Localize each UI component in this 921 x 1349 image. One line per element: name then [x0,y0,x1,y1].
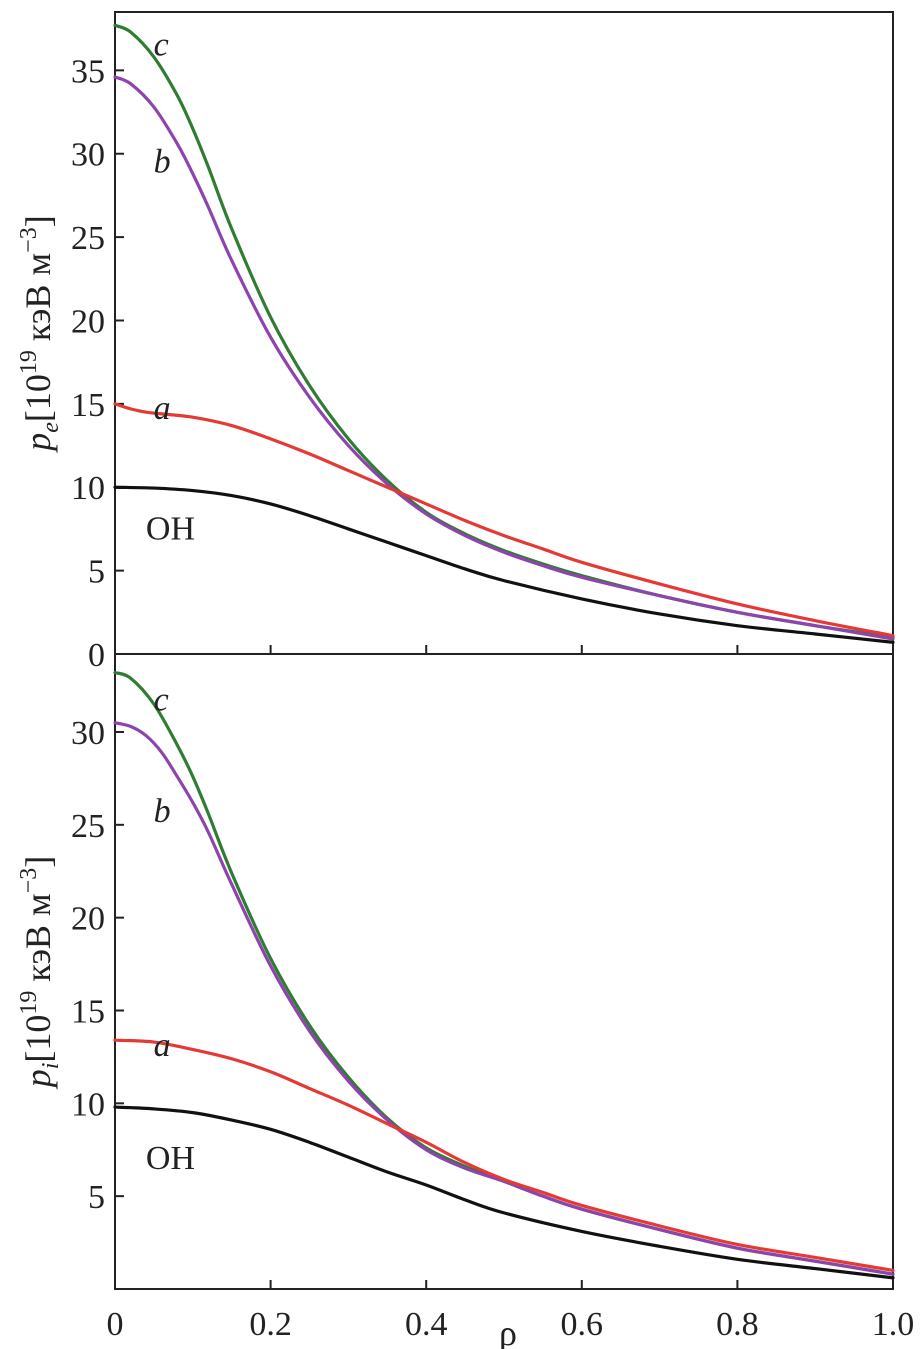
curve-label-c: c [154,682,169,719]
plot-frame [114,11,894,655]
x-tick-label: 1.0 [872,1306,915,1343]
plot-frame [114,653,894,1290]
series-line-oh [113,1105,895,1280]
series-line-a [113,402,895,638]
x-tick-label: 0.8 [716,1306,759,1343]
x-tick-label: 0.4 [405,1306,448,1343]
y-axis-label: pi[1019 кэВ м−3] [16,856,64,1090]
y-tick-label: 5 [88,1179,105,1216]
series-line-b [113,721,895,1276]
curve-label-c: c [154,27,169,64]
curve-label-b: b [154,143,171,180]
y-tick-label: 25 [71,220,105,257]
series-line-b [113,75,895,641]
y-tick-label: 15 [71,387,105,424]
x-tick-label: 0.6 [561,1306,604,1343]
series-line-a [113,1038,895,1273]
ion-pressure-panel: 5 10 15 20 25 30 0 0.2 0.4 0.6 0.8 1.0 c b a OH pi[1019 … [16,653,915,1349]
series-line-c [113,670,895,1276]
y-tick-label: 15 [71,993,105,1030]
series-line-oh [113,485,895,644]
curve-label-a: a [154,390,171,427]
curve-label-a: a [154,1027,171,1064]
series-line-c [113,23,895,639]
curve-label-oh: OH [146,510,195,547]
y-tick-label: 20 [71,901,105,938]
y-tick-label: 10 [71,1086,105,1123]
x-tick-label: 0.2 [249,1306,292,1343]
y-tick-label: 10 [71,470,105,507]
y-tick-label: 35 [71,53,105,90]
curve-label-b: b [154,793,171,830]
y-tick-label: 25 [71,808,105,845]
y-tick-label: 30 [71,137,105,174]
y-axis-label: pe[1019 кэВ м−3] [16,215,64,453]
y-tick-label: 30 [71,715,105,752]
y-tick-label: 5 [88,554,105,591]
electron-pressure-panel: 0 5 10 15 20 25 30 35 c b a OH pe[1019 кэВ м−3] [16,11,895,674]
y-tick-label: 0 [88,637,105,674]
x-axis-label: ρ [499,1313,517,1349]
curve-label-oh: OH [146,1140,195,1177]
x-tick-label: 0 [107,1306,124,1343]
y-tick-label: 20 [71,303,105,340]
